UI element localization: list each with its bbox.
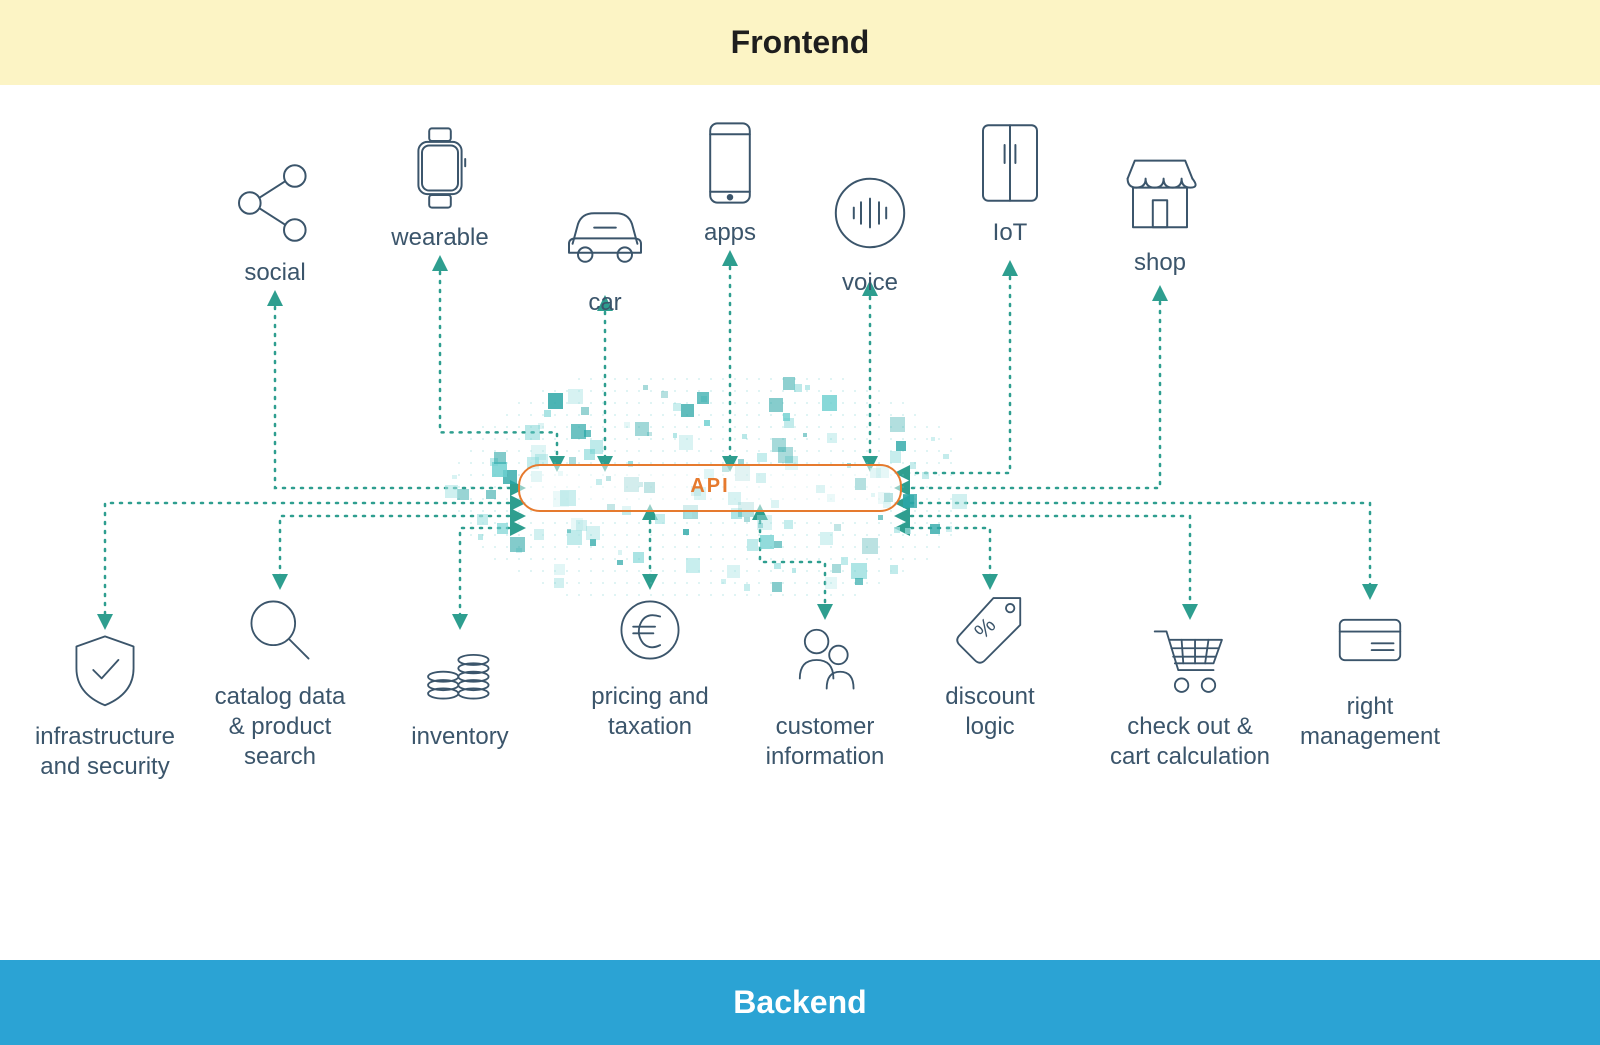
frontend-node-label: car <box>588 289 621 316</box>
api-hub: API <box>518 464 902 512</box>
backend-banner-label: Backend <box>733 984 866 1020</box>
backend-node-label: discountlogic <box>890 682 1090 742</box>
backend-node-label: infrastructureand security <box>5 722 205 782</box>
backend-node-inventory: inventory <box>360 628 560 752</box>
frontend-node-label: IoT <box>993 219 1028 246</box>
search-icon <box>180 588 380 672</box>
backend-node-label: pricing andtaxation <box>550 682 750 742</box>
diagram-stage: API social wearable car apps voice IoT shop infr… <box>0 88 1600 958</box>
frontend-node-label: shop <box>1134 249 1186 276</box>
tag-icon: % <box>890 588 1090 672</box>
storefront-icon <box>1060 148 1260 238</box>
backend-node-catalog: catalog data& productsearch <box>180 588 380 772</box>
frontend-node-label: social <box>244 259 305 286</box>
backend-node-discount: % discountlogic <box>890 588 1090 742</box>
frontend-node-shop: shop <box>1060 148 1260 278</box>
backend-node-rights: rightmanagement <box>1270 598 1470 752</box>
backend-node-label: rightmanagement <box>1270 692 1470 752</box>
backend-node-checkout: check out &cart calculation <box>1090 618 1290 772</box>
euro-icon <box>550 588 750 672</box>
frontend-banner-label: Frontend <box>731 24 870 60</box>
cart-icon <box>1090 618 1290 702</box>
frontend-node-label: apps <box>704 219 756 246</box>
backend-node-label: catalog data& productsearch <box>180 682 380 772</box>
backend-node-label: check out &cart calculation <box>1090 712 1290 772</box>
frontend-banner: Frontend <box>0 0 1600 85</box>
coins-icon <box>360 628 560 712</box>
backend-node-pricing: pricing andtaxation <box>550 588 750 742</box>
card-icon <box>1270 598 1470 682</box>
backend-node-label: inventory <box>360 722 560 752</box>
backend-node-infra: infrastructureand security <box>5 628 205 782</box>
frontend-node-label: wearable <box>391 224 488 251</box>
backend-banner: Backend <box>0 960 1600 1045</box>
shield-icon <box>5 628 205 712</box>
svg-text:%: % <box>969 612 1000 643</box>
frontend-node-label: voice <box>842 269 898 296</box>
